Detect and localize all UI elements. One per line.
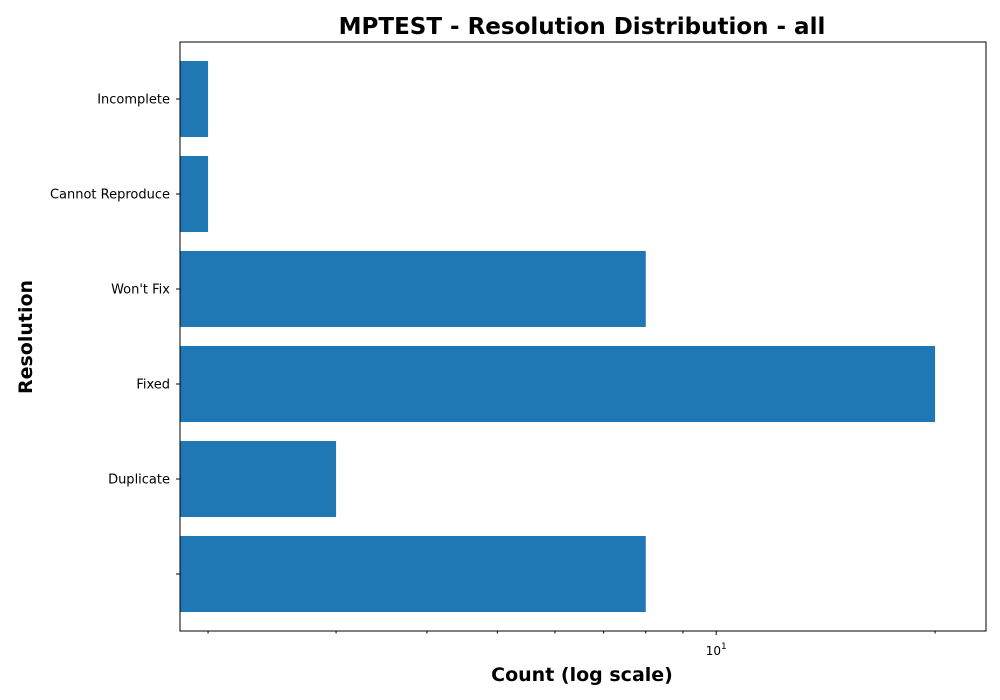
bar-duplicate: [180, 441, 337, 517]
bar-fixed: [180, 346, 936, 422]
y-tick-label: Won't Fix: [111, 283, 170, 298]
x-tick-label: 101: [706, 642, 727, 658]
plot-frame: [179, 41, 987, 632]
y-tick-label: Duplicate: [108, 473, 170, 488]
y-ticks-group: Duplicate Fixed Won't Fix Cannot Reproduce I…: [50, 93, 180, 575]
chart-title: MPTEST - Resolution Distribution - all: [339, 14, 826, 40]
x-ticks-group: 101: [207, 631, 936, 658]
bar-blank: [180, 536, 646, 612]
bar-cannot-reproduce: [180, 156, 209, 232]
y-tick-label: Fixed: [136, 378, 170, 393]
y-axis-label: Resolution: [15, 280, 37, 394]
bar-won-t-fix: [180, 251, 646, 327]
x-axis-label: Count (log scale): [491, 664, 673, 686]
y-tick-label: Cannot Reproduce: [50, 188, 170, 203]
bar-incomplete: [180, 61, 209, 137]
y-tick-label: Incomplete: [97, 93, 170, 108]
bars-group: [180, 61, 936, 612]
